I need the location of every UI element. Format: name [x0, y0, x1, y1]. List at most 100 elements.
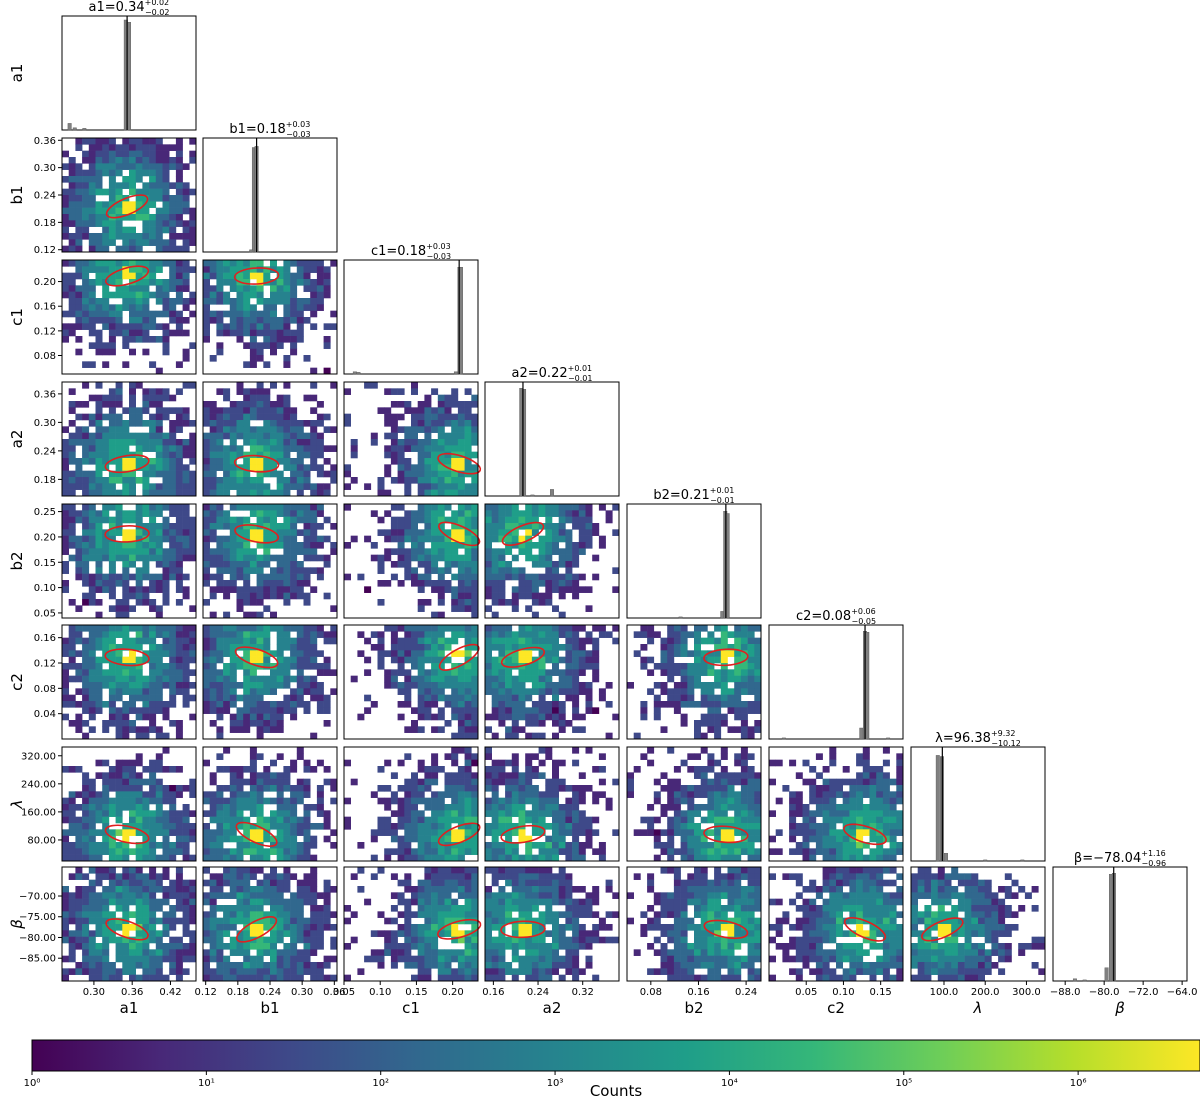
heat-cell [162, 451, 170, 459]
panel-a2-vs-lambda [484, 746, 620, 862]
heat-cell [310, 554, 318, 562]
heat-cell [592, 656, 600, 664]
heat-cell [236, 420, 244, 427]
hist-title: b1=0.18+0.03 −0.03 [229, 120, 310, 139]
heat-cell [673, 669, 681, 676]
heat-cell [545, 848, 553, 855]
heat-cell [720, 694, 728, 702]
heat-cell [135, 829, 143, 836]
heat-cell [424, 470, 432, 478]
heat-cell [62, 504, 69, 511]
heat-cell [707, 726, 715, 733]
heat-cell [155, 586, 163, 593]
heat-cell [330, 382, 338, 389]
heat-cell [464, 707, 472, 714]
heat-cell [88, 707, 96, 714]
confidence-ellipse [104, 525, 150, 543]
heat-cell [209, 701, 217, 708]
heat-cell [424, 523, 432, 530]
heat-cell [182, 656, 190, 664]
heat-cell [377, 829, 385, 836]
heat-cell [511, 823, 519, 830]
heat-cell [203, 625, 210, 632]
heat-cell [129, 323, 136, 330]
heat-cell [464, 458, 472, 465]
heat-cell [310, 504, 318, 511]
heat-cell [558, 842, 566, 849]
heat-cell [142, 713, 150, 721]
heat-cell [129, 138, 136, 145]
heat-cell [149, 458, 157, 465]
heat-cell [558, 611, 566, 619]
heat-cell [209, 483, 217, 490]
heat-cell [209, 510, 217, 517]
heat-cell [229, 464, 237, 471]
heat-cell [95, 342, 103, 349]
heat-cell [471, 567, 479, 574]
heat-cell [740, 772, 748, 779]
heat-cell [451, 542, 459, 549]
heat-cell [464, 407, 472, 414]
hist-frame [484, 381, 620, 497]
heat-cell [700, 791, 708, 798]
heat-cell [169, 573, 177, 581]
heat-cell [471, 561, 479, 568]
heat-cell [518, 785, 526, 792]
heat-cell [142, 732, 150, 740]
heat-cell [687, 829, 695, 836]
heat-cell [62, 804, 69, 811]
heat-cell [417, 542, 425, 549]
heat-cell [694, 772, 701, 779]
heat-cell [424, 504, 432, 511]
heat-cell [129, 298, 136, 305]
heat-cell [754, 823, 762, 830]
heat-cell [464, 682, 472, 689]
heat-cell [390, 810, 398, 817]
heat-cell [572, 810, 580, 817]
heat-cell [525, 542, 533, 549]
heat-cell [155, 510, 163, 517]
heat-cell [129, 432, 136, 440]
heat-cell [545, 791, 553, 798]
heat-cell [216, 489, 224, 497]
panel-a1-vs-c2 [61, 624, 197, 740]
heat-cell [283, 336, 291, 343]
heat-cell [437, 663, 445, 670]
heat-cell [115, 445, 123, 452]
heat-cell [203, 823, 210, 830]
heat-cell [236, 778, 244, 786]
heat-cell [88, 535, 96, 543]
heat-cell [75, 401, 83, 408]
x-tick-label: 0.10 [369, 987, 391, 998]
heat-cell [263, 854, 271, 862]
heat-cell [290, 439, 298, 446]
heat-cell [545, 561, 553, 568]
heat-cell [370, 510, 378, 517]
heat-cell [82, 669, 90, 676]
heat-cell [491, 504, 499, 511]
heat-cell [384, 580, 392, 587]
heat-cell [102, 394, 110, 402]
heat-cell [75, 458, 83, 465]
heat-cell [68, 823, 76, 830]
heat-cell [95, 260, 103, 267]
heat-cell [169, 195, 177, 202]
heat-cell [700, 835, 708, 843]
heat-cell [404, 848, 412, 855]
heat-cell [216, 631, 224, 638]
heat-cell [734, 694, 742, 702]
heat-cell [437, 726, 445, 733]
heat-cell [714, 625, 722, 632]
heat-cell [572, 707, 580, 714]
heat-cell [129, 489, 136, 497]
heat-cell [592, 675, 600, 683]
heat-cell [310, 510, 318, 517]
heat-cell [229, 637, 237, 645]
heat-cell [162, 188, 170, 196]
heat-cell [754, 785, 762, 792]
heat-cell [424, 561, 432, 568]
heat-cell [505, 567, 513, 574]
heat-cell [525, 688, 533, 695]
heat-cell [162, 201, 170, 208]
heat-cell [129, 336, 136, 343]
